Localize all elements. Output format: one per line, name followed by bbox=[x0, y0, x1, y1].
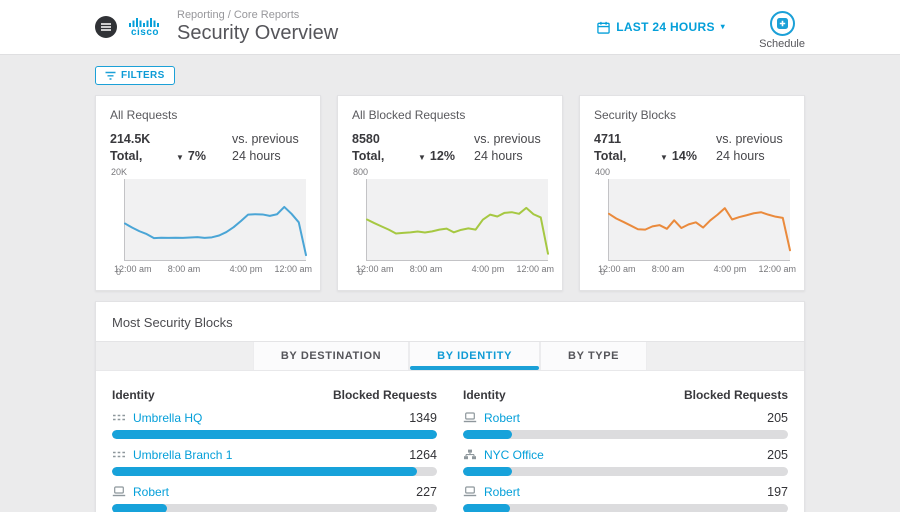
total-value: 8580 Total, bbox=[352, 131, 385, 163]
table-row: NYC Office 205 bbox=[463, 448, 788, 476]
calendar-icon bbox=[597, 21, 610, 34]
line-chart-plot bbox=[124, 178, 306, 261]
column-header-identity: Identity bbox=[112, 387, 155, 402]
card-title: All Blocked Requests bbox=[352, 107, 466, 122]
bar-track bbox=[463, 429, 788, 439]
bar-track bbox=[112, 466, 437, 476]
caret-down-icon: ▾ bbox=[720, 22, 726, 31]
page-title: Security Overview bbox=[177, 22, 339, 44]
blocked-requests-value: 1349 bbox=[409, 410, 437, 425]
column-header-blocked-requests: Blocked Requests bbox=[683, 387, 788, 402]
total-value: 4711 Total, bbox=[594, 131, 627, 163]
laptop-icon bbox=[112, 486, 126, 497]
y-axis-min-label: 0 bbox=[600, 266, 606, 277]
schedule-label: Schedule bbox=[759, 37, 805, 50]
table-row: Umbrella Branch 1 1264 bbox=[112, 448, 437, 476]
card-title: All Requests bbox=[110, 107, 178, 122]
bar-track bbox=[112, 503, 437, 512]
tab-by-type[interactable]: BY TYPE bbox=[540, 341, 648, 370]
column-header-blocked-requests: Blocked Requests bbox=[332, 387, 437, 402]
x-axis-labels: 12:00 am 8:00 am 4:00 pm 12:00 am bbox=[598, 263, 796, 274]
blocked-requests-value: 197 bbox=[767, 484, 788, 499]
bar-fill bbox=[112, 466, 417, 476]
trend-down-icon: ▼ bbox=[660, 152, 668, 162]
table-row: Robert 227 bbox=[112, 485, 437, 512]
schedule-button[interactable]: Schedule bbox=[759, 10, 805, 50]
bar-fill bbox=[112, 429, 437, 439]
y-axis-max-label: 20K bbox=[111, 166, 128, 177]
cisco-wordmark: cisco bbox=[130, 26, 160, 38]
table-row: Robert 197 bbox=[463, 485, 788, 512]
delta-caption: vs. previous 24 hours bbox=[232, 131, 299, 163]
menu-icon[interactable] bbox=[95, 16, 117, 38]
sites-icon bbox=[463, 449, 477, 460]
filters-button[interactable]: FILTERS bbox=[95, 66, 175, 85]
identity-link[interactable]: Robert bbox=[484, 410, 521, 425]
bar-fill bbox=[463, 503, 511, 512]
y-axis-min-label: 0 bbox=[116, 266, 122, 277]
delta-caption: vs. previous 24 hours bbox=[474, 131, 541, 163]
laptop-icon bbox=[463, 412, 477, 423]
bar-fill bbox=[463, 429, 513, 439]
identity-link[interactable]: Robert bbox=[133, 484, 170, 499]
stat-card-security-blocks: Security Blocks 4711 Total, ▼ 14% vs. pre… bbox=[579, 94, 805, 291]
blocked-requests-value: 205 bbox=[767, 447, 788, 462]
column-header-identity: Identity bbox=[463, 387, 506, 402]
sparkline-chart: 800 0 12:00 am 8:00 am 4:00 pm 12:00 am bbox=[353, 167, 554, 278]
table-row: Umbrella HQ 1349 bbox=[112, 411, 437, 439]
line-chart-plot bbox=[608, 178, 790, 261]
line-chart-plot bbox=[366, 178, 548, 261]
filters-label: FILTERS bbox=[121, 70, 165, 81]
trend-down-icon: ▼ bbox=[176, 152, 184, 162]
table-row: Robert 205 bbox=[463, 411, 788, 439]
network-icon bbox=[112, 412, 126, 423]
bar-fill bbox=[112, 503, 167, 512]
laptop-icon bbox=[463, 486, 477, 497]
x-axis-labels: 12:00 am 8:00 am 4:00 pm 12:00 am bbox=[114, 263, 312, 274]
identity-link[interactable]: Umbrella HQ bbox=[133, 410, 203, 425]
tab-by-identity[interactable]: BY IDENTITY bbox=[409, 341, 541, 370]
tab-by-destination[interactable]: BY DESTINATION bbox=[252, 341, 410, 370]
blocked-requests-value: 205 bbox=[767, 410, 788, 425]
y-axis-max-label: 800 bbox=[353, 166, 369, 177]
sparkline-chart: 20K 0 12:00 am 8:00 am 4:00 pm 12:00 am bbox=[111, 167, 312, 278]
section-title: Most Security Blocks bbox=[112, 314, 233, 330]
security-blocks-card: Most Security Blocks BY DESTINATION BY ID… bbox=[95, 300, 805, 512]
cisco-logo: cisco bbox=[129, 17, 161, 38]
filter-icon bbox=[105, 71, 116, 80]
app-header: cisco Reporting / Core Reports Security … bbox=[0, 0, 900, 55]
delta-value: ▼ 12% bbox=[418, 148, 455, 163]
blocked-requests-value: 227 bbox=[416, 484, 437, 499]
delta-value: ▼ 7% bbox=[176, 148, 206, 163]
y-axis-min-label: 0 bbox=[358, 266, 364, 277]
stat-card-all-requests: All Requests 214.5K Total, ▼ 7% vs. previ… bbox=[95, 94, 321, 291]
stat-card-all-blocked-requests: All Blocked Requests 8580 Total, ▼ 12% vs… bbox=[337, 94, 563, 291]
bar-track bbox=[463, 503, 788, 512]
x-axis-labels: 12:00 am 8:00 am 4:00 pm 12:00 am bbox=[356, 263, 554, 274]
y-axis-max-label: 400 bbox=[595, 166, 611, 177]
identity-link[interactable]: Robert bbox=[484, 484, 521, 499]
bar-track bbox=[112, 429, 437, 439]
sparkline-chart: 400 0 12:00 am 8:00 am 4:00 pm 12:00 am bbox=[595, 167, 796, 278]
stat-cards-row: All Requests 214.5K Total, ▼ 7% vs. previ… bbox=[95, 94, 805, 291]
bar-fill bbox=[463, 466, 513, 476]
identity-table-right: Identity Blocked Requests Robert 205 NYC O… bbox=[463, 388, 788, 512]
trend-down-icon: ▼ bbox=[418, 152, 426, 162]
total-value: 214.5K Total, bbox=[110, 131, 151, 163]
delta-value: ▼ 14% bbox=[660, 148, 697, 163]
time-range-label: LAST 24 HOURS bbox=[616, 20, 715, 34]
card-title: Security Blocks bbox=[594, 107, 677, 122]
delta-caption: vs. previous 24 hours bbox=[716, 131, 783, 163]
blocked-requests-value: 1264 bbox=[409, 447, 437, 462]
tab-bar: BY DESTINATION BY IDENTITY BY TYPE bbox=[96, 340, 804, 371]
identity-link[interactable]: Umbrella Branch 1 bbox=[133, 447, 233, 462]
bar-track bbox=[463, 466, 788, 476]
breadcrumb: Reporting / Core Reports bbox=[177, 9, 300, 21]
network-icon bbox=[112, 449, 126, 460]
time-range-button[interactable]: LAST 24 HOURS ▾ bbox=[597, 20, 725, 34]
identity-table-left: Identity Blocked Requests Umbrella HQ 134… bbox=[112, 388, 437, 512]
schedule-icon bbox=[769, 10, 795, 36]
identity-link[interactable]: NYC Office bbox=[484, 447, 544, 462]
